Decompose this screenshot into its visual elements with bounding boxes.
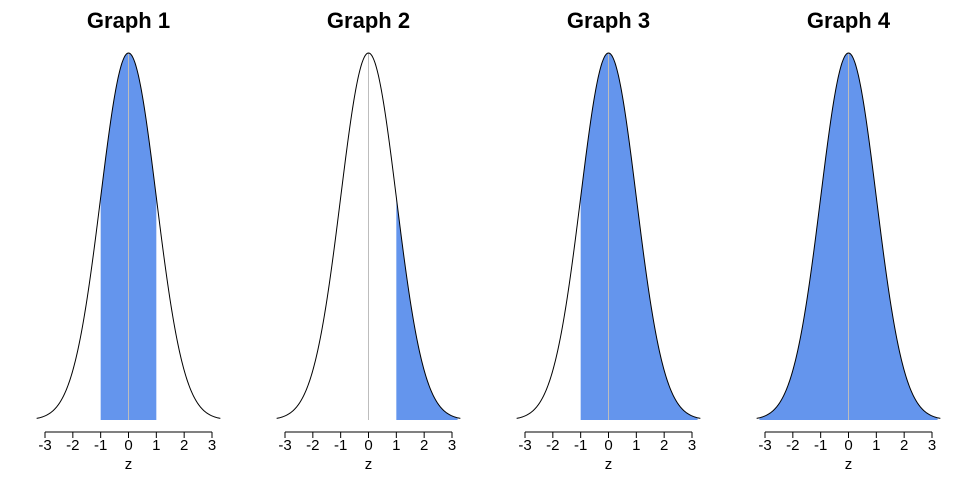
chart-title: Graph 3	[567, 8, 650, 33]
x-tick-label: -2	[546, 437, 559, 454]
x-axis-label: z	[605, 456, 613, 473]
x-tick-label: 2	[420, 437, 428, 454]
chart-panel-4: Graph 4 -3 -2 -1 0 1 2 3 z	[756, 8, 941, 473]
x-axis-label: z	[125, 456, 133, 473]
x-tick-label: -2	[306, 437, 319, 454]
chart-panel-1: Graph 1 -3 -2 -1 0 1 2 3 z	[36, 8, 221, 473]
x-tick-label: 3	[448, 437, 456, 454]
chart-title: Graph 2	[327, 8, 410, 33]
shaded-area	[396, 197, 458, 420]
x-tick-label: 1	[632, 437, 640, 454]
x-tick-label: -3	[38, 437, 51, 454]
x-tick-label: 2	[660, 437, 668, 454]
x-tick-label: 0	[124, 437, 132, 454]
x-tick-label: -1	[574, 437, 587, 454]
chart-title: Graph 4	[807, 8, 891, 33]
density-curve	[516, 52, 701, 419]
x-tick-label: -1	[814, 437, 827, 454]
chart-title: Graph 1	[87, 8, 170, 33]
x-tick-label: -3	[278, 437, 291, 454]
x-tick-label: -1	[334, 437, 347, 454]
x-tick-label: -3	[518, 437, 531, 454]
x-tick-label: 3	[688, 437, 696, 454]
x-tick-label: -2	[786, 437, 799, 454]
x-tick-label: -1	[94, 437, 107, 454]
x-axis-label: z	[365, 456, 373, 473]
density-curve	[36, 52, 221, 419]
density-curve	[276, 52, 461, 419]
x-tick-label: 3	[208, 437, 216, 454]
chart-panel-3: Graph 3 -3 -2 -1 0 1 2 3 z	[516, 8, 701, 473]
x-axis-label: z	[845, 456, 853, 473]
x-tick-label: 2	[900, 437, 908, 454]
x-tick-label: 2	[180, 437, 188, 454]
chart-panel-2: Graph 2 -3 -2 -1 0 1 2 3 z	[276, 8, 461, 473]
x-tick-label: 0	[844, 437, 852, 454]
x-tick-label: 3	[928, 437, 936, 454]
x-tick-label: -3	[758, 437, 771, 454]
x-tick-label: 1	[872, 437, 880, 454]
density-curve	[756, 52, 941, 419]
x-tick-label: 1	[392, 437, 400, 454]
x-tick-label: -2	[66, 437, 79, 454]
x-tick-label: 0	[364, 437, 372, 454]
x-tick-label: 1	[152, 437, 160, 454]
x-tick-label: 0	[604, 437, 612, 454]
shaded-area	[580, 53, 698, 420]
